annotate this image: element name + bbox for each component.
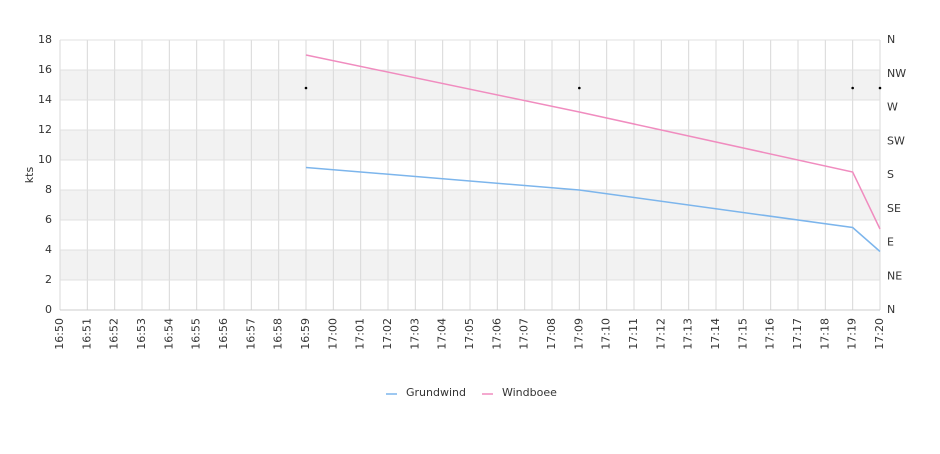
y2-tick-label: N bbox=[887, 33, 895, 46]
y-tick-label: 12 bbox=[38, 123, 52, 136]
y-tick-label: 6 bbox=[45, 213, 52, 226]
x-tick-label: 16:57 bbox=[244, 318, 257, 350]
x-tick-label: 17:13 bbox=[682, 318, 695, 350]
x-tick-label: 17:16 bbox=[764, 318, 777, 350]
x-tick-label: 17:07 bbox=[518, 318, 531, 350]
x-tick-label: 17:02 bbox=[381, 318, 394, 350]
x-tick-label: 17:17 bbox=[791, 318, 804, 350]
x-tick-label: 17:03 bbox=[408, 318, 421, 350]
direction-marker bbox=[578, 86, 581, 90]
x-tick-label: 16:56 bbox=[217, 318, 230, 350]
x-tick-label: 17:19 bbox=[846, 318, 859, 350]
x-tick-label: 16:52 bbox=[108, 318, 121, 350]
x-tick-label: 17:20 bbox=[873, 318, 886, 350]
y2-tick-label: NE bbox=[887, 269, 902, 282]
y2-tick-label: E bbox=[887, 236, 894, 249]
x-tick-label: 17:01 bbox=[354, 318, 367, 350]
x-tick-label: 16:55 bbox=[190, 318, 203, 350]
y2-tick-label: SW bbox=[887, 134, 905, 147]
direction-marker bbox=[878, 86, 882, 90]
legend-label: Grundwind bbox=[406, 386, 466, 399]
y-axis-label: kts bbox=[23, 167, 36, 184]
y2-tick-label: W bbox=[887, 101, 898, 114]
x-tick-label: 17:05 bbox=[463, 318, 476, 350]
x-tick-label: 17:15 bbox=[736, 318, 749, 350]
x-tick-label: 16:58 bbox=[272, 318, 285, 350]
y-tick-label: 2 bbox=[45, 273, 52, 286]
x-tick-label: 16:51 bbox=[80, 318, 93, 350]
x-tick-label: 17:12 bbox=[654, 318, 667, 350]
series-line bbox=[305, 166, 881, 253]
y-tick-label: 8 bbox=[45, 183, 52, 196]
y2-tick-label: SE bbox=[887, 202, 901, 215]
x-tick-label: 17:18 bbox=[818, 318, 831, 350]
x-tick-label: 16:53 bbox=[135, 318, 148, 350]
x-tick-label: 16:50 bbox=[53, 318, 66, 350]
direction-marker bbox=[304, 86, 308, 90]
y-tick-label: 16 bbox=[38, 63, 52, 76]
y-tick-label: 14 bbox=[38, 93, 52, 106]
y-tick-label: 10 bbox=[38, 153, 52, 166]
y-tick-label: 18 bbox=[38, 33, 52, 46]
direction-marker bbox=[851, 86, 854, 90]
x-tick-label: 17:04 bbox=[436, 318, 449, 350]
x-tick-label: 17:10 bbox=[600, 318, 613, 350]
y-tick-label: 4 bbox=[45, 243, 52, 256]
x-tick-label: 16:59 bbox=[299, 318, 312, 350]
x-tick-label: 17:00 bbox=[326, 318, 339, 350]
y2-tick-label: NW bbox=[887, 67, 906, 80]
x-tick-label: 17:11 bbox=[627, 318, 640, 350]
series-line bbox=[305, 54, 881, 230]
x-tick-label: 17:08 bbox=[545, 318, 558, 350]
y2-tick-label: N bbox=[887, 303, 895, 316]
x-tick-label: 17:14 bbox=[709, 318, 722, 350]
x-tick-label: 16:54 bbox=[162, 318, 175, 350]
legend-label: Windboee bbox=[502, 386, 557, 399]
x-tick-label: 17:09 bbox=[572, 318, 585, 350]
y-tick-label: 0 bbox=[45, 303, 52, 316]
y2-tick-label: S bbox=[887, 168, 894, 181]
x-tick-label: 17:06 bbox=[490, 318, 503, 350]
